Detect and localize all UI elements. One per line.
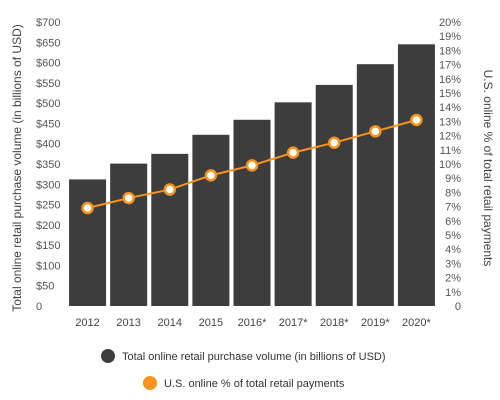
line-point-2012 bbox=[81, 201, 94, 215]
left-tick-label: $100 bbox=[36, 260, 60, 272]
right-tick-label: 19% bbox=[439, 31, 461, 43]
right-tick-label: 6% bbox=[445, 216, 461, 228]
line-series bbox=[81, 113, 423, 215]
legend-bar-label: Total online retail purchase volume (in … bbox=[122, 351, 386, 363]
left-axis-title: Total online retail purchase volume (in … bbox=[10, 24, 24, 311]
left-tick-label: $200 bbox=[36, 220, 60, 232]
right-tick-label: 1% bbox=[445, 287, 461, 299]
right-axis-title: U.S. online % of total retail payments bbox=[481, 70, 495, 267]
left-tick-label: $650 bbox=[36, 37, 60, 49]
legend-bar-swatch bbox=[101, 349, 115, 363]
left-tick-label: $550 bbox=[36, 78, 60, 90]
right-tick-label: 15% bbox=[439, 88, 461, 100]
x-tick-label: 2017* bbox=[279, 317, 308, 329]
right-tick-label: 8% bbox=[445, 187, 461, 199]
right-tick-label: 9% bbox=[445, 173, 461, 185]
right-axis-ticks: 0 1% 2% 3% 4% 5% 6% 7% 8% 9% 10% 11% 12% 13% 14% 15% 16%… bbox=[439, 17, 461, 313]
bar-2020* bbox=[397, 44, 435, 307]
left-tick-label: $600 bbox=[36, 58, 60, 70]
x-tick-label: 2019* bbox=[361, 317, 390, 329]
left-tick-label: $300 bbox=[36, 179, 60, 191]
right-tick-label: 18% bbox=[439, 45, 461, 57]
legend-line-label: U.S. online % of total retail payments bbox=[164, 378, 345, 390]
right-tick-label: 17% bbox=[439, 60, 461, 72]
left-axis-ticks: 0 $50 $100 $150 $200 $250 $300 $350 $400 $450 $500… bbox=[36, 17, 60, 313]
left-tick-label: $250 bbox=[36, 200, 60, 212]
x-tick-label: 2020* bbox=[402, 317, 431, 329]
line-point-2013 bbox=[122, 191, 135, 205]
right-tick-label: 3% bbox=[445, 258, 461, 270]
bar-2017* bbox=[274, 102, 312, 307]
line-point-2019* bbox=[369, 125, 382, 138]
right-tick-label: 13% bbox=[439, 116, 461, 128]
bar-2013 bbox=[110, 163, 148, 306]
bar-2012 bbox=[69, 179, 107, 306]
left-tick-label: $350 bbox=[36, 159, 60, 171]
bar-2018* bbox=[315, 84, 353, 306]
right-tick-label: 2% bbox=[445, 273, 461, 285]
right-tick-label: 12% bbox=[439, 131, 461, 143]
line-point-2020* bbox=[410, 113, 423, 127]
right-tick-label: 16% bbox=[439, 74, 461, 86]
left-tick-label: $50 bbox=[36, 281, 54, 293]
bar-2016* bbox=[233, 119, 271, 306]
bar-2014 bbox=[151, 153, 189, 306]
right-tick-label: 11% bbox=[440, 145, 461, 157]
left-tick-label: $700 bbox=[36, 17, 60, 29]
right-tick-label: 0 bbox=[455, 301, 461, 313]
left-tick-label: $500 bbox=[36, 98, 60, 110]
right-tick-label: 4% bbox=[445, 244, 461, 256]
x-tick-label: 2016* bbox=[238, 317, 267, 329]
bar-2019* bbox=[356, 64, 394, 307]
x-tick-label: 2014 bbox=[158, 317, 182, 329]
bar-2015 bbox=[192, 134, 230, 306]
line-point-2015 bbox=[204, 169, 218, 182]
line-point-2018* bbox=[327, 136, 341, 149]
left-tick-label: 0 bbox=[36, 301, 42, 313]
legend-line-swatch bbox=[143, 376, 157, 390]
left-tick-label: $450 bbox=[36, 118, 60, 130]
x-tick-label: 2018* bbox=[320, 317, 349, 329]
line-point-2016* bbox=[245, 159, 259, 172]
x-tick-label: 2013 bbox=[116, 317, 140, 329]
legend: Total online retail purchase volume (in … bbox=[101, 349, 386, 390]
right-tick-label: 14% bbox=[439, 102, 461, 114]
left-tick-label: $400 bbox=[36, 139, 60, 151]
right-tick-label: 5% bbox=[445, 230, 461, 242]
x-tick-label: 2015 bbox=[199, 317, 223, 329]
line-point-2017* bbox=[286, 146, 300, 159]
x-tick-label: 2012 bbox=[75, 317, 99, 329]
bar-series bbox=[69, 44, 435, 307]
right-tick-label: 20% bbox=[439, 17, 461, 29]
left-tick-label: $150 bbox=[36, 240, 60, 252]
right-tick-label: 10% bbox=[439, 159, 461, 171]
right-tick-label: 7% bbox=[445, 202, 461, 214]
x-axis-ticks: 2012 2013 2014 2015 2016* 2017* 2018* 2019* 2020… bbox=[75, 317, 431, 329]
line-point-2014 bbox=[163, 183, 177, 196]
